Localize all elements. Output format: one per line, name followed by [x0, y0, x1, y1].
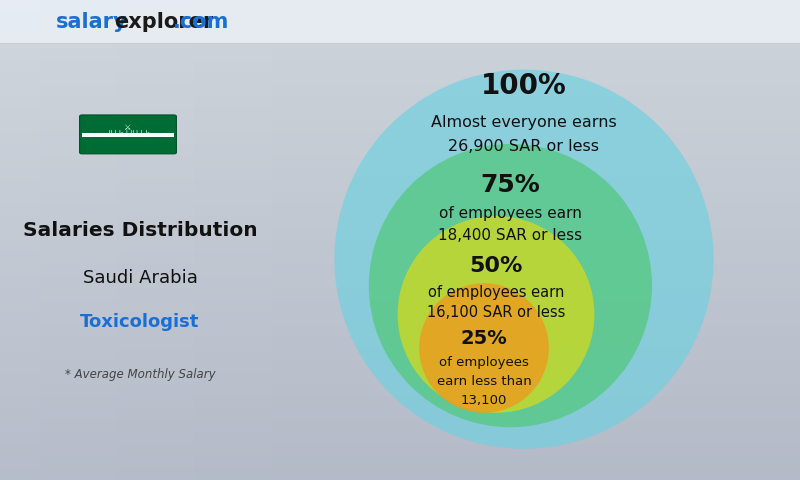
Text: ⚔: ⚔	[124, 123, 132, 132]
Text: Toxicologist: Toxicologist	[80, 312, 200, 331]
Text: 75%: 75%	[481, 173, 540, 197]
Ellipse shape	[334, 70, 714, 449]
Bar	[0, 0, 800, 43]
Ellipse shape	[369, 144, 652, 427]
Ellipse shape	[398, 216, 594, 413]
Text: of employees: of employees	[439, 356, 529, 369]
Text: 25%: 25%	[461, 329, 507, 348]
Text: Salaries Distribution: Salaries Distribution	[22, 221, 258, 240]
Text: 100%: 100%	[481, 72, 567, 100]
FancyBboxPatch shape	[80, 115, 177, 154]
Text: explorer: explorer	[114, 12, 214, 32]
Text: earn less than: earn less than	[437, 375, 531, 388]
Text: Saudi Arabia: Saudi Arabia	[82, 269, 198, 288]
Text: 26,900 SAR or less: 26,900 SAR or less	[449, 139, 599, 154]
Ellipse shape	[419, 283, 549, 413]
Text: * Average Monthly Salary: * Average Monthly Salary	[65, 368, 215, 381]
Bar	[82, 132, 174, 137]
Text: .com: .com	[173, 12, 229, 32]
Text: of employees earn: of employees earn	[428, 285, 564, 300]
Text: of employees earn: of employees earn	[439, 206, 582, 221]
Text: 16,100 SAR or less: 16,100 SAR or less	[427, 305, 565, 321]
Text: 13,100: 13,100	[461, 394, 507, 408]
Text: 50%: 50%	[470, 256, 522, 276]
Text: 18,400 SAR or less: 18,400 SAR or less	[438, 228, 582, 243]
Text: Almost everyone earns: Almost everyone earns	[431, 115, 617, 130]
Text: لا إله إلا الله: لا إله إلا الله	[106, 129, 150, 136]
Text: salary: salary	[56, 12, 128, 32]
